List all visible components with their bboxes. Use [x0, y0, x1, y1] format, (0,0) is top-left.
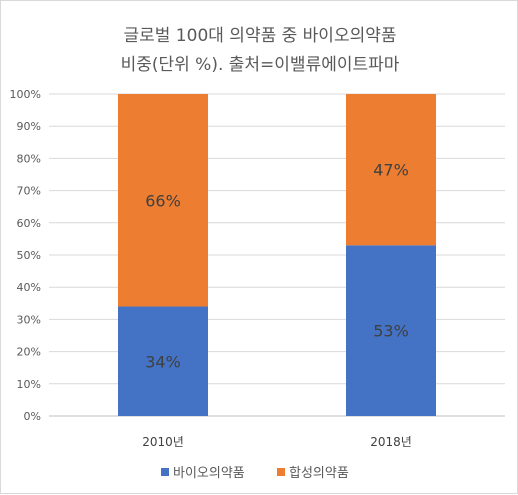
y-axis-ticks: 0% 10% 20% 30% 40% 50% 60% 70% 80% 90% 100%: [10, 88, 41, 423]
x-axis-categories: 2010년 2018년: [142, 435, 412, 449]
y-tick-label: 10%: [17, 378, 41, 391]
gridlines: [49, 93, 505, 417]
chart-title-line-1: 글로벌 100대 의약품 중 바이오의약품: [123, 26, 396, 46]
legend-label: 바이오의약품: [173, 466, 245, 481]
y-tick-label: 100%: [10, 88, 41, 101]
bar-bio-0: [118, 306, 208, 416]
legend-swatch: [161, 468, 169, 476]
legend-label: 합성의약품: [289, 466, 349, 481]
category-label: 2010년: [142, 435, 184, 449]
y-tick-label: 30%: [17, 313, 41, 326]
y-tick-label: 20%: [17, 346, 41, 359]
category-label: 2018년: [370, 435, 412, 449]
y-tick-label: 70%: [17, 185, 41, 198]
y-tick-label: 90%: [17, 120, 41, 133]
data-label: 66%: [145, 191, 181, 210]
legend: 바이오의약품 합성의약품: [161, 466, 349, 481]
data-label: 53%: [373, 322, 409, 341]
bar-bio-1: [346, 245, 436, 416]
data-labels: 34% 66% 53% 47%: [145, 161, 409, 372]
y-tick-label: 40%: [17, 281, 41, 294]
legend-swatch: [277, 468, 285, 476]
bar-synthetic-1: [346, 94, 436, 246]
data-label: 34%: [145, 352, 181, 371]
bar-synthetic-0: [118, 94, 208, 307]
data-label: 47%: [373, 161, 409, 180]
y-tick-label: 0%: [24, 410, 41, 423]
chart-title-line-2: 비중(단위 %). 출처=이밸류에이트파마: [121, 55, 400, 75]
y-tick-label: 60%: [17, 217, 41, 230]
y-tick-label: 50%: [17, 249, 41, 262]
y-tick-label: 80%: [17, 152, 41, 165]
bars: [118, 94, 436, 416]
